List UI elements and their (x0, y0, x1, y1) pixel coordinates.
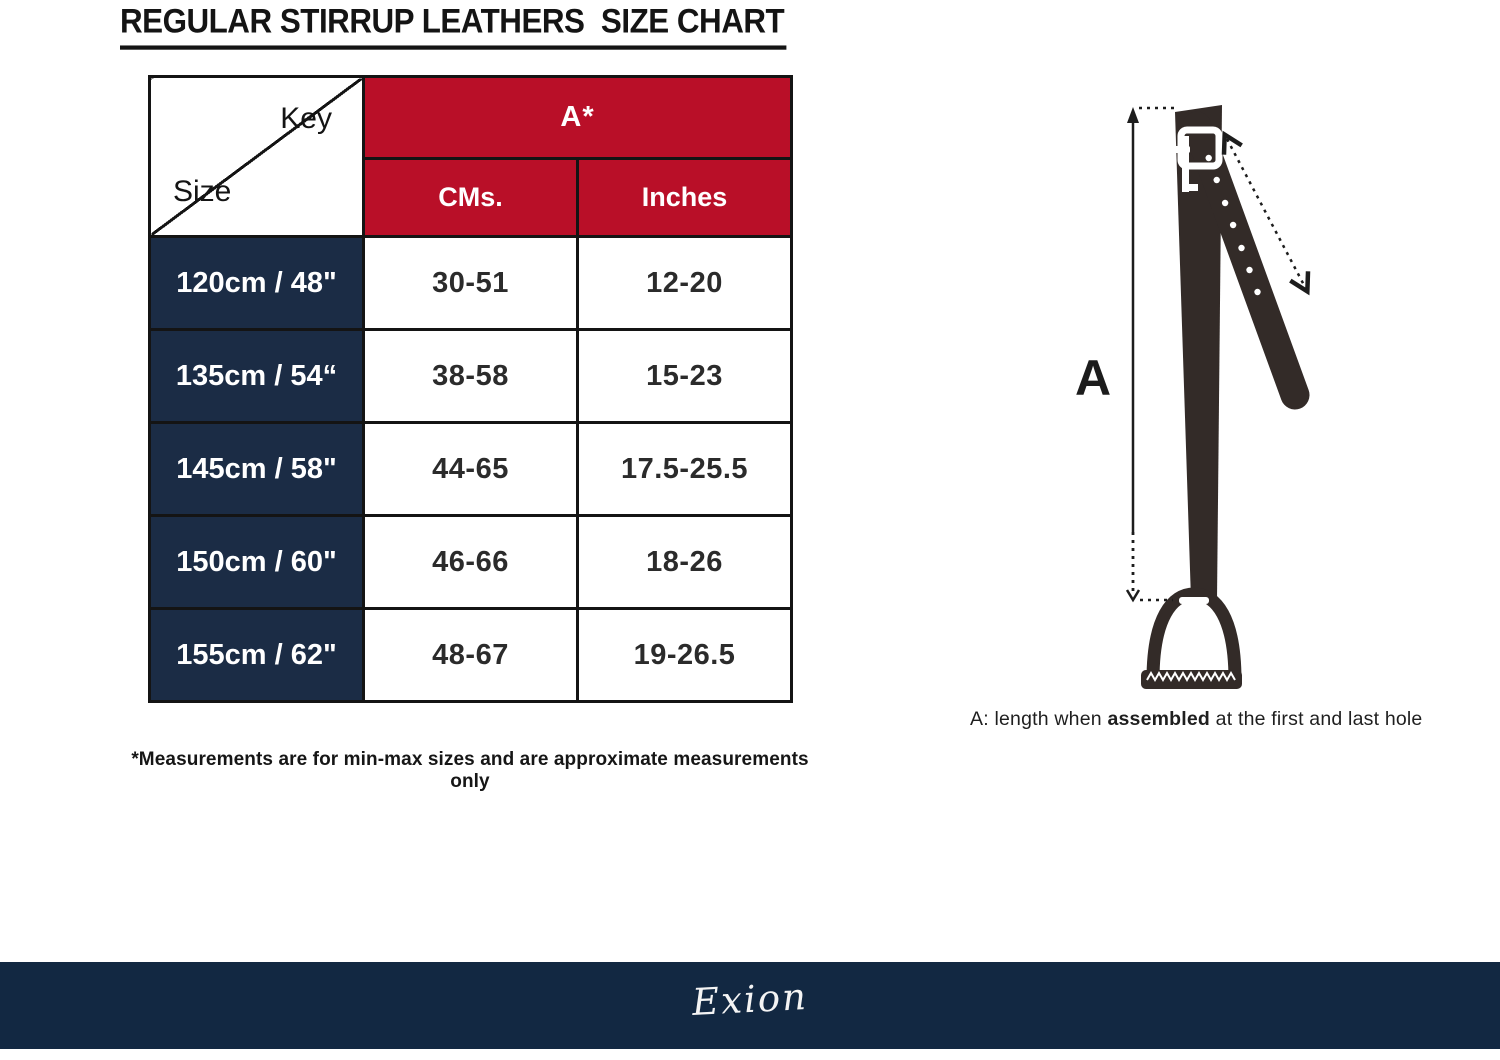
corner-key-label: Key (280, 102, 332, 135)
corner-cell: Key Size (148, 75, 365, 238)
table-row: 150cm / 60" 46-66 18-26 (148, 514, 794, 610)
size-label: 145cm / 58" (148, 421, 365, 517)
page-title: REGULAR STIRRUP LEATHERS SIZE CHART (120, 2, 787, 50)
table-subheader-row: CMs. Inches (150, 157, 794, 238)
stirrup-iron-icon (1141, 587, 1242, 689)
size-label: 155cm / 62" (148, 607, 365, 703)
corner-size-label: Size (173, 175, 232, 208)
inches-value: 12-20 (575, 235, 794, 331)
measure-a-label: A (1075, 350, 1111, 406)
column-header-cms: CMs. (362, 157, 579, 238)
cms-value: 38-58 (362, 328, 579, 424)
inches-value: 15-23 (575, 328, 794, 424)
table-row: 145cm / 58" 44-65 17.5-25.5 (148, 421, 794, 517)
table-row: 120cm / 48" 30-51 12-20 (148, 235, 794, 331)
measurements-footnote: *Measurements are for min-max sizes and … (131, 749, 809, 792)
cms-value: 48-67 (362, 607, 579, 703)
stirrup-leather-diagram: A (1055, 92, 1405, 712)
stirrup-leather-illustration: A (1075, 105, 1311, 689)
size-table: Key Size A* CMs. Inches 120cm / 48" 30-5… (148, 75, 794, 703)
size-label: 135cm / 54“ (148, 328, 365, 424)
diagram-caption: A: length when assembled at the first an… (970, 708, 1422, 731)
table-row: 155cm / 62" 48-67 19-26.5 (148, 607, 794, 703)
caption-bold: assembled (1107, 708, 1211, 730)
column-header-inches: Inches (575, 157, 794, 238)
size-label: 120cm / 48" (148, 235, 365, 331)
table-header-row: Key Size A* (148, 75, 794, 238)
caption-prefix: A: length when (970, 708, 1108, 730)
cms-value: 30-51 (362, 235, 579, 331)
table-row: 135cm / 54“ 38-58 15-23 (148, 328, 794, 424)
footer-bar: Exion (0, 962, 1500, 1049)
inches-value: 19-26.5 (575, 607, 794, 703)
cms-value: 44-65 (362, 421, 579, 517)
group-header-a: A* (361, 75, 794, 160)
buckle-icon (1172, 126, 1223, 192)
size-label: 150cm / 60" (148, 514, 365, 610)
measure-line-vertical (1125, 106, 1175, 603)
leather-strap-icon (1175, 105, 1222, 600)
inches-value: 18-26 (575, 514, 794, 610)
caption-suffix: at the first and last hole (1210, 708, 1423, 730)
brand-logo: Exion (691, 974, 809, 1025)
inches-value: 17.5-25.5 (575, 421, 794, 517)
cms-value: 46-66 (362, 514, 579, 610)
